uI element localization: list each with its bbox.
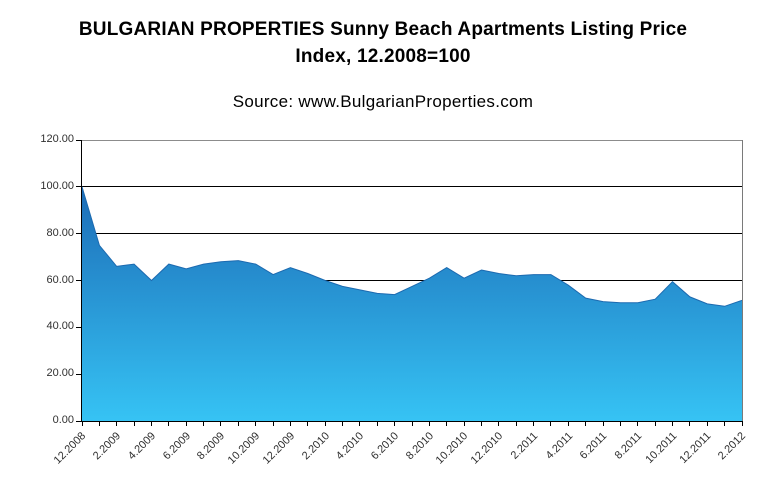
- x-tick: [446, 421, 448, 426]
- x-tick: [515, 421, 517, 426]
- x-tick-label: 4.2010: [334, 430, 367, 463]
- chart-title-line1: BULGARIAN PROPERTIES Sunny Beach Apartme…: [78, 19, 688, 40]
- x-tick-label: 8.2010: [403, 430, 436, 463]
- x-tick: [394, 421, 396, 426]
- x-tick: [168, 421, 170, 426]
- y-gridline: [82, 186, 742, 188]
- y-tick-label: 0.00: [52, 414, 74, 426]
- y-gridline: [82, 280, 742, 281]
- x-tick: [289, 421, 291, 426]
- x-tick: [741, 421, 743, 426]
- y-gridline: [82, 233, 742, 235]
- y-tick-label: 20.00: [46, 367, 74, 380]
- x-tick: [342, 421, 344, 426]
- x-tick-label: 10.2010: [433, 430, 471, 467]
- y-tick: [76, 420, 81, 422]
- x-tick: [550, 421, 552, 426]
- x-tick: [585, 421, 587, 426]
- x-tick-label: 12.2008: [51, 430, 89, 467]
- plot-border-right: [742, 140, 743, 421]
- y-tick-label: 80.00: [46, 226, 74, 239]
- x-tick: [150, 421, 152, 426]
- y-tick-label: 60.00: [46, 273, 74, 286]
- x-tick-label: 2.2011: [508, 430, 541, 462]
- x-tick-label: 2.2009: [90, 430, 124, 463]
- x-tick: [116, 421, 118, 426]
- x-tick-label: 8.2011: [612, 430, 645, 462]
- x-tick: [98, 421, 100, 426]
- x-tick: [220, 421, 222, 426]
- area-series: [82, 186, 742, 421]
- x-tick: [672, 421, 674, 426]
- y-tick-label: 40.00: [46, 320, 74, 333]
- x-tick: [428, 421, 430, 426]
- x-tick: [203, 421, 205, 426]
- y-axis-line: [81, 140, 82, 422]
- x-tick: [81, 421, 83, 426]
- y-tick-label: 120.00: [40, 133, 74, 145]
- plot-border-top: [82, 139, 743, 141]
- x-tick: [185, 421, 187, 426]
- x-tick: [255, 421, 257, 426]
- x-tick: [706, 421, 708, 426]
- x-tick: [463, 421, 465, 426]
- x-tick-label: 2.2010: [299, 430, 332, 463]
- x-tick: [411, 421, 413, 426]
- x-tick: [654, 421, 656, 426]
- y-tick: [76, 280, 81, 281]
- y-tick-label: 100.00: [40, 179, 74, 192]
- x-tick-label: 8.2009: [195, 430, 228, 463]
- x-tick: [359, 421, 361, 426]
- x-tick: [689, 421, 691, 426]
- area-fill: [82, 186, 742, 421]
- x-tick: [324, 421, 326, 426]
- y-tick: [76, 233, 81, 235]
- y-tick: [76, 139, 81, 141]
- x-tick-label: 10.2011: [642, 430, 680, 467]
- x-tick: [307, 421, 309, 426]
- x-tick: [637, 421, 639, 426]
- x-tick: [602, 421, 604, 426]
- x-tick: [567, 421, 569, 426]
- y-tick: [76, 326, 81, 328]
- x-tick: [272, 421, 274, 426]
- x-tick: [724, 421, 726, 426]
- x-tick-label: 4.2011: [543, 430, 575, 462]
- x-tick-label: 6.2010: [368, 430, 402, 463]
- x-tick-label: 6.2009: [160, 430, 193, 463]
- chart-title-line2: Index, 12.2008=100: [295, 46, 471, 67]
- x-tick: [133, 421, 135, 426]
- x-tick-label: 12.2009: [260, 430, 297, 467]
- chart-title: BULGARIAN PROPERTIES Sunny Beach Apartme…: [0, 16, 766, 70]
- x-tick-label: 4.2009: [125, 430, 158, 463]
- x-tick: [619, 421, 621, 426]
- x-tick: [237, 421, 239, 426]
- x-tick-label: 10.2009: [225, 430, 263, 467]
- chart-source: Source: www.BulgarianProperties.com: [232, 92, 534, 111]
- x-tick: [498, 421, 500, 426]
- x-tick: [376, 421, 378, 426]
- area-top-line: [82, 186, 742, 307]
- x-tick-label: 2.2012: [716, 430, 749, 463]
- x-tick-label: 12.2010: [468, 430, 506, 467]
- x-tick-label: 6.2011: [577, 430, 610, 462]
- y-tick: [76, 186, 81, 188]
- y-tick: [76, 373, 81, 375]
- x-tick: [533, 421, 535, 426]
- x-tick-label: 12.2011: [677, 430, 714, 467]
- x-tick: [480, 421, 482, 426]
